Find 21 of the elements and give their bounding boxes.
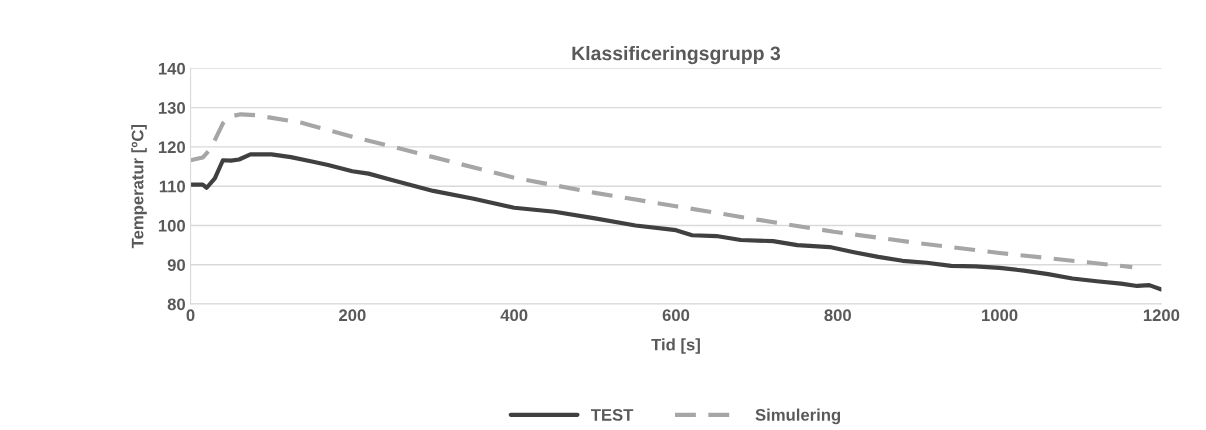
legend-label: TEST (590, 408, 634, 421)
x-axis-title: Tid [s] (651, 338, 700, 354)
legend-label: Simulering (755, 408, 841, 425)
x-tick-label: 1000 (982, 309, 1018, 322)
y-tick-label: 90 (167, 259, 186, 271)
y-tick-label: 140 (158, 62, 186, 75)
y-axis-title: Temperatur [ºC] (131, 124, 147, 249)
x-tick-label: 800 (824, 309, 851, 322)
y-tick-label: 110 (159, 180, 186, 193)
x-tick-label: 1200 (1143, 309, 1180, 322)
y-tick-label: 120 (158, 141, 186, 154)
line-series (190, 152, 1162, 292)
line-series (190, 112, 1135, 270)
x-tick-label: 400 (500, 309, 528, 322)
y-tick-label: 100 (158, 219, 186, 232)
y-tick-label: 80 (167, 298, 186, 311)
chart-title: Klassificeringsgrupp 3 (572, 45, 781, 65)
x-tick-label: 200 (339, 309, 366, 322)
y-tick-label: 130 (158, 102, 186, 114)
x-tick-label: 600 (662, 309, 690, 322)
x-tick-label: 0 (186, 309, 195, 322)
